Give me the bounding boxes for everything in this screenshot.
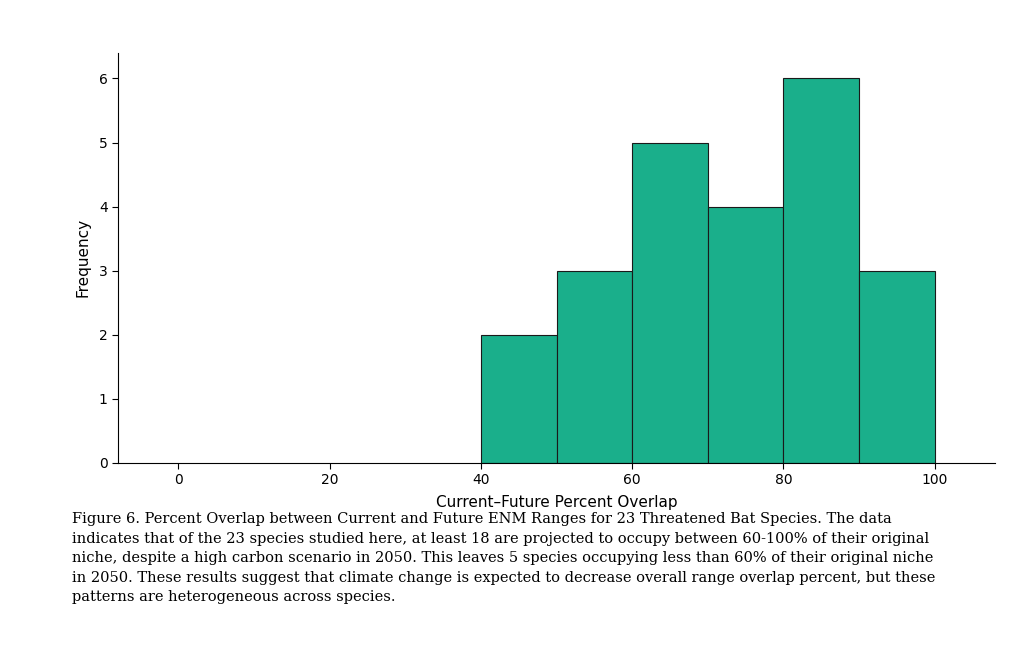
Bar [481, 334, 556, 463]
Y-axis label: Frequency: Frequency [75, 218, 90, 297]
Bar [556, 270, 632, 463]
Bar [708, 206, 784, 463]
Bar [859, 270, 935, 463]
Bar [784, 79, 859, 463]
Text: Figure 6. Percent Overlap between Current and Future ENM Ranges for 23 Threatene: Figure 6. Percent Overlap between Curren… [72, 512, 935, 604]
Bar [632, 143, 708, 463]
X-axis label: Current–Future Percent Overlap: Current–Future Percent Overlap [436, 496, 677, 510]
